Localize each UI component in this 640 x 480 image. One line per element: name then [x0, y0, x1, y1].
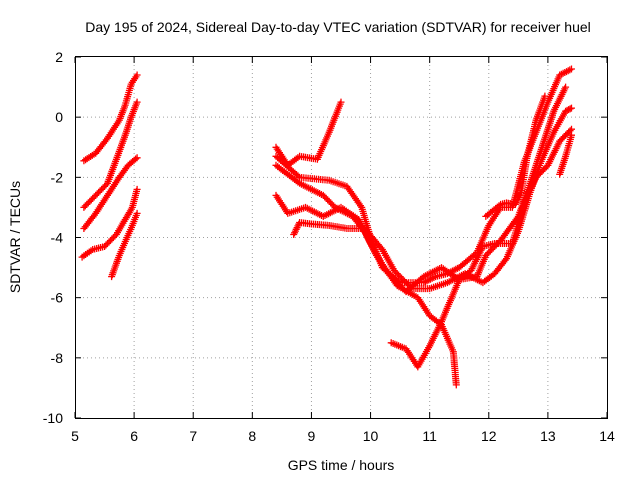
y-tick-label: -8: [51, 350, 64, 366]
x-tick-label: 11: [422, 428, 437, 444]
y-tick-label: -2: [51, 169, 64, 185]
series-markers: [272, 83, 570, 296]
x-tick-label: 13: [540, 428, 556, 444]
x-tick-label: 9: [308, 428, 316, 444]
series-markers: [556, 131, 575, 178]
series-markers: [272, 98, 345, 169]
series-early-4: [78, 185, 141, 261]
x-axis-title: GPS time / hours: [288, 457, 395, 473]
series-early-3: [80, 154, 141, 232]
x-tick-label: 12: [481, 428, 497, 444]
series-markers: [78, 185, 141, 261]
series-early-5: [108, 209, 141, 281]
series-late-3: [556, 131, 575, 178]
x-tick-label: 14: [599, 428, 615, 444]
series-markers: [80, 154, 141, 232]
x-axis: 5 6 7 8 9 10 11 12 13 14: [71, 57, 615, 444]
series-late-1: [387, 125, 575, 371]
y-tick-label: 0: [55, 109, 63, 125]
series-mid-3: [272, 83, 570, 296]
chart-title: Day 195 of 2024, Sidereal Day-to-day VTE…: [85, 19, 591, 35]
series-late-2: [482, 92, 549, 220]
series-markers: [108, 209, 141, 281]
series-markers: [80, 71, 141, 165]
series-group: [78, 65, 575, 389]
series-early-2: [80, 98, 141, 211]
series-early-1: [80, 71, 141, 165]
series-markers: [80, 98, 141, 211]
y-tick-label: 2: [55, 49, 63, 65]
x-tick-label: 8: [248, 428, 256, 444]
x-tick-label: 6: [130, 428, 138, 444]
series-mid-1: [272, 98, 345, 169]
series-markers: [387, 125, 575, 371]
grid: [75, 57, 607, 418]
x-tick-label: 7: [189, 428, 197, 444]
x-tick-label: 10: [363, 428, 379, 444]
series-markers: [482, 92, 549, 220]
y-axis: 2 0 -2 -4 -6 -8 -10: [43, 49, 607, 426]
x-tick-label: 5: [71, 428, 79, 444]
y-axis-title: SDTVAR / TECUs: [7, 181, 23, 293]
y-tick-label: -6: [51, 290, 64, 306]
y-tick-label: -4: [51, 230, 64, 246]
y-tick-label: -10: [43, 410, 63, 426]
